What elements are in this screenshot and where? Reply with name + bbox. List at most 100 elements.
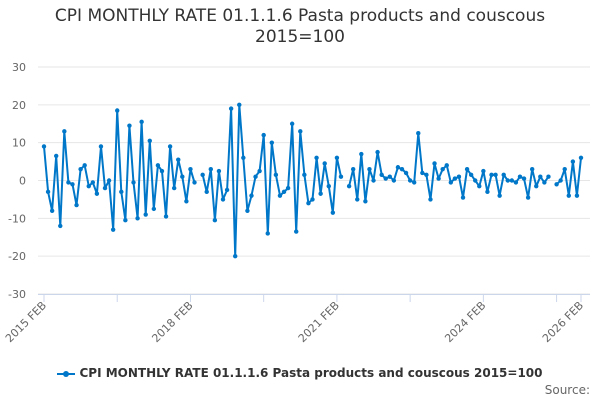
legend[interactable]: CPI MONTHLY RATE 01.1.1.6 Pasta products… xyxy=(0,366,600,380)
y-tick-label: 20 xyxy=(12,99,26,112)
data-point xyxy=(375,149,380,155)
data-point xyxy=(135,216,140,221)
data-point xyxy=(261,132,266,138)
data-point xyxy=(452,176,458,181)
data-point xyxy=(306,201,311,206)
data-point xyxy=(41,144,47,149)
data-point xyxy=(192,180,197,185)
data-point xyxy=(123,218,128,223)
data-point xyxy=(143,212,148,217)
data-point xyxy=(521,176,527,181)
data-point xyxy=(562,166,567,172)
data-point xyxy=(399,166,405,172)
data-point xyxy=(310,197,315,202)
data-point xyxy=(208,166,213,172)
data-point xyxy=(216,168,222,174)
data-point xyxy=(501,172,506,178)
data-point xyxy=(383,176,388,181)
x-tick-label: 2021 FEB xyxy=(296,299,342,345)
data-point xyxy=(265,231,270,236)
data-point xyxy=(395,165,401,170)
data-point xyxy=(481,168,486,174)
data-point xyxy=(70,182,75,187)
data-point xyxy=(468,172,474,178)
data-point xyxy=(241,155,246,160)
data-point xyxy=(58,223,63,229)
data-point xyxy=(49,208,55,213)
data-point xyxy=(74,202,79,208)
data-point xyxy=(110,227,116,232)
data-point xyxy=(127,123,132,128)
data-point xyxy=(78,166,83,172)
data-point xyxy=(119,189,124,195)
y-tick-label: 30 xyxy=(12,61,26,74)
data-point xyxy=(245,208,250,213)
data-point xyxy=(387,174,392,179)
data-point xyxy=(338,174,344,179)
data-point xyxy=(542,180,547,185)
data-point xyxy=(204,189,209,195)
data-point xyxy=(428,197,433,202)
data-point xyxy=(538,174,543,179)
data-point xyxy=(436,176,441,181)
data-point xyxy=(228,106,234,111)
data-point xyxy=(497,193,502,198)
data-point xyxy=(294,229,299,234)
data-point xyxy=(188,166,193,172)
data-point xyxy=(131,180,136,185)
data-point xyxy=(155,163,161,168)
data-point xyxy=(420,170,425,176)
data-point xyxy=(257,168,262,174)
data-point xyxy=(237,102,242,108)
data-point xyxy=(82,163,87,168)
data-point xyxy=(464,166,470,172)
data-point xyxy=(212,218,218,223)
data-point xyxy=(355,197,360,202)
data-point xyxy=(318,191,323,196)
data-point xyxy=(346,183,352,189)
x-tick-label: 2018 FEB xyxy=(149,299,195,345)
data-point xyxy=(139,119,144,125)
data-point xyxy=(314,155,319,160)
data-point xyxy=(391,178,397,183)
data-point xyxy=(440,166,445,172)
data-point xyxy=(184,199,189,204)
data-point xyxy=(546,174,551,179)
data-point xyxy=(424,172,429,178)
data-point xyxy=(102,185,108,191)
chart-title-line-1: CPI MONTHLY RATE 01.1.1.6 Pasta products… xyxy=(54,6,546,26)
data-point xyxy=(94,191,100,196)
data-point xyxy=(456,174,462,179)
data-point xyxy=(86,183,91,189)
data-point xyxy=(570,159,576,164)
data-point xyxy=(407,178,413,183)
data-point xyxy=(432,161,437,166)
data-point xyxy=(90,180,96,185)
data-point xyxy=(167,144,173,149)
data-point xyxy=(180,174,185,179)
data-point xyxy=(326,183,331,189)
y-tick-label: 0 xyxy=(19,175,26,188)
data-point xyxy=(151,206,157,212)
data-point xyxy=(233,253,238,259)
y-tick-label: -20 xyxy=(8,250,26,263)
data-point xyxy=(566,193,571,198)
data-point xyxy=(253,174,258,179)
y-tick-label: -10 xyxy=(8,212,26,225)
data-point xyxy=(249,193,254,198)
data-point xyxy=(98,144,104,149)
data-point xyxy=(448,180,454,185)
data-point xyxy=(574,193,580,198)
data-point xyxy=(200,172,205,178)
data-point xyxy=(371,178,376,183)
data-point xyxy=(525,195,531,200)
data-point xyxy=(159,168,165,174)
data-point xyxy=(330,210,336,215)
data-point xyxy=(322,161,327,166)
data-point xyxy=(416,131,421,136)
data-point xyxy=(281,189,287,195)
data-point xyxy=(171,185,177,191)
chart-title-line-2: 2015=100 xyxy=(255,27,345,47)
y-tick-label: 10 xyxy=(12,137,26,150)
x-tick-label: 2024 FEB xyxy=(442,299,488,345)
